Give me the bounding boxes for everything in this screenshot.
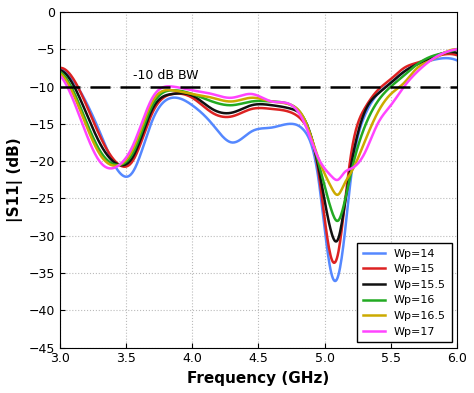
- Wp=14: [332, 279, 338, 283]
- Wp=15.5: [246, 104, 251, 108]
- Wp=16.5: [454, 47, 459, 51]
- Legend: Wp=14, Wp=15, Wp=15.5, Wp=16, Wp=16.5, Wp=17: Wp=14, Wp=15, Wp=15.5, Wp=16, Wp=16.5, W…: [357, 243, 452, 342]
- Wp=14: [447, 56, 452, 61]
- Wp=17: [293, 107, 299, 112]
- Wp=14: [454, 58, 460, 63]
- Wp=17: [454, 47, 460, 51]
- Wp=16.5: [57, 71, 63, 75]
- Wp=16: [293, 106, 299, 110]
- Wp=15.5: [446, 50, 451, 55]
- Wp=15.5: [383, 84, 389, 89]
- Wp=16: [57, 69, 63, 74]
- Wp=17: [248, 92, 254, 96]
- Wp=16: [446, 50, 451, 54]
- Wp=16.5: [446, 48, 451, 53]
- Line: Wp=15: Wp=15: [60, 54, 457, 263]
- Y-axis label: |S11| (dB): |S11| (dB): [7, 138, 23, 222]
- Wp=16.5: [383, 97, 389, 101]
- Wp=15: [272, 107, 278, 112]
- Wp=16.5: [454, 47, 460, 51]
- Wp=15.5: [293, 108, 299, 113]
- Wp=17: [57, 73, 63, 78]
- Wp=15: [57, 66, 63, 70]
- X-axis label: Frequency (GHz): Frequency (GHz): [187, 371, 329, 386]
- Wp=15: [293, 113, 299, 118]
- Line: Wp=16.5: Wp=16.5: [60, 49, 457, 195]
- Wp=17: [446, 49, 451, 54]
- Wp=15: [246, 108, 251, 112]
- Wp=14: [246, 131, 251, 136]
- Wp=15: [332, 261, 337, 265]
- Line: Wp=15.5: Wp=15.5: [60, 52, 457, 242]
- Line: Wp=17: Wp=17: [60, 49, 457, 180]
- Wp=15.5: [57, 68, 63, 72]
- Wp=16: [383, 89, 389, 94]
- Wp=15.5: [454, 51, 460, 55]
- Wp=15.5: [248, 103, 254, 108]
- Wp=16.5: [293, 106, 299, 110]
- Wp=14: [383, 84, 389, 89]
- Wp=16: [272, 99, 278, 104]
- Line: Wp=16: Wp=16: [60, 49, 457, 221]
- Wp=15: [383, 81, 389, 85]
- Wp=16: [335, 219, 340, 223]
- Wp=14: [293, 122, 299, 127]
- Wp=16.5: [335, 193, 340, 197]
- Wp=14: [57, 66, 63, 70]
- Wp=16: [246, 100, 251, 105]
- Wp=17: [246, 92, 251, 96]
- Wp=15.5: [272, 103, 278, 108]
- Wp=16: [248, 99, 254, 104]
- Wp=15.5: [333, 239, 339, 244]
- Wp=16: [454, 47, 460, 51]
- Line: Wp=14: Wp=14: [60, 58, 457, 281]
- Wp=14: [248, 130, 254, 134]
- Wp=14: [272, 125, 278, 129]
- Wp=16.5: [272, 99, 278, 104]
- Wp=16.5: [246, 96, 251, 101]
- Wp=14: [443, 56, 449, 61]
- Wp=15: [446, 51, 451, 56]
- Wp=15: [447, 51, 452, 56]
- Wp=17: [383, 108, 389, 113]
- Wp=17: [334, 178, 340, 182]
- Wp=17: [272, 99, 278, 104]
- Wp=15.5: [448, 50, 454, 54]
- Wp=15: [248, 107, 254, 112]
- Text: -10 dB BW: -10 dB BW: [133, 69, 198, 82]
- Wp=15: [454, 53, 460, 57]
- Wp=16.5: [248, 95, 254, 100]
